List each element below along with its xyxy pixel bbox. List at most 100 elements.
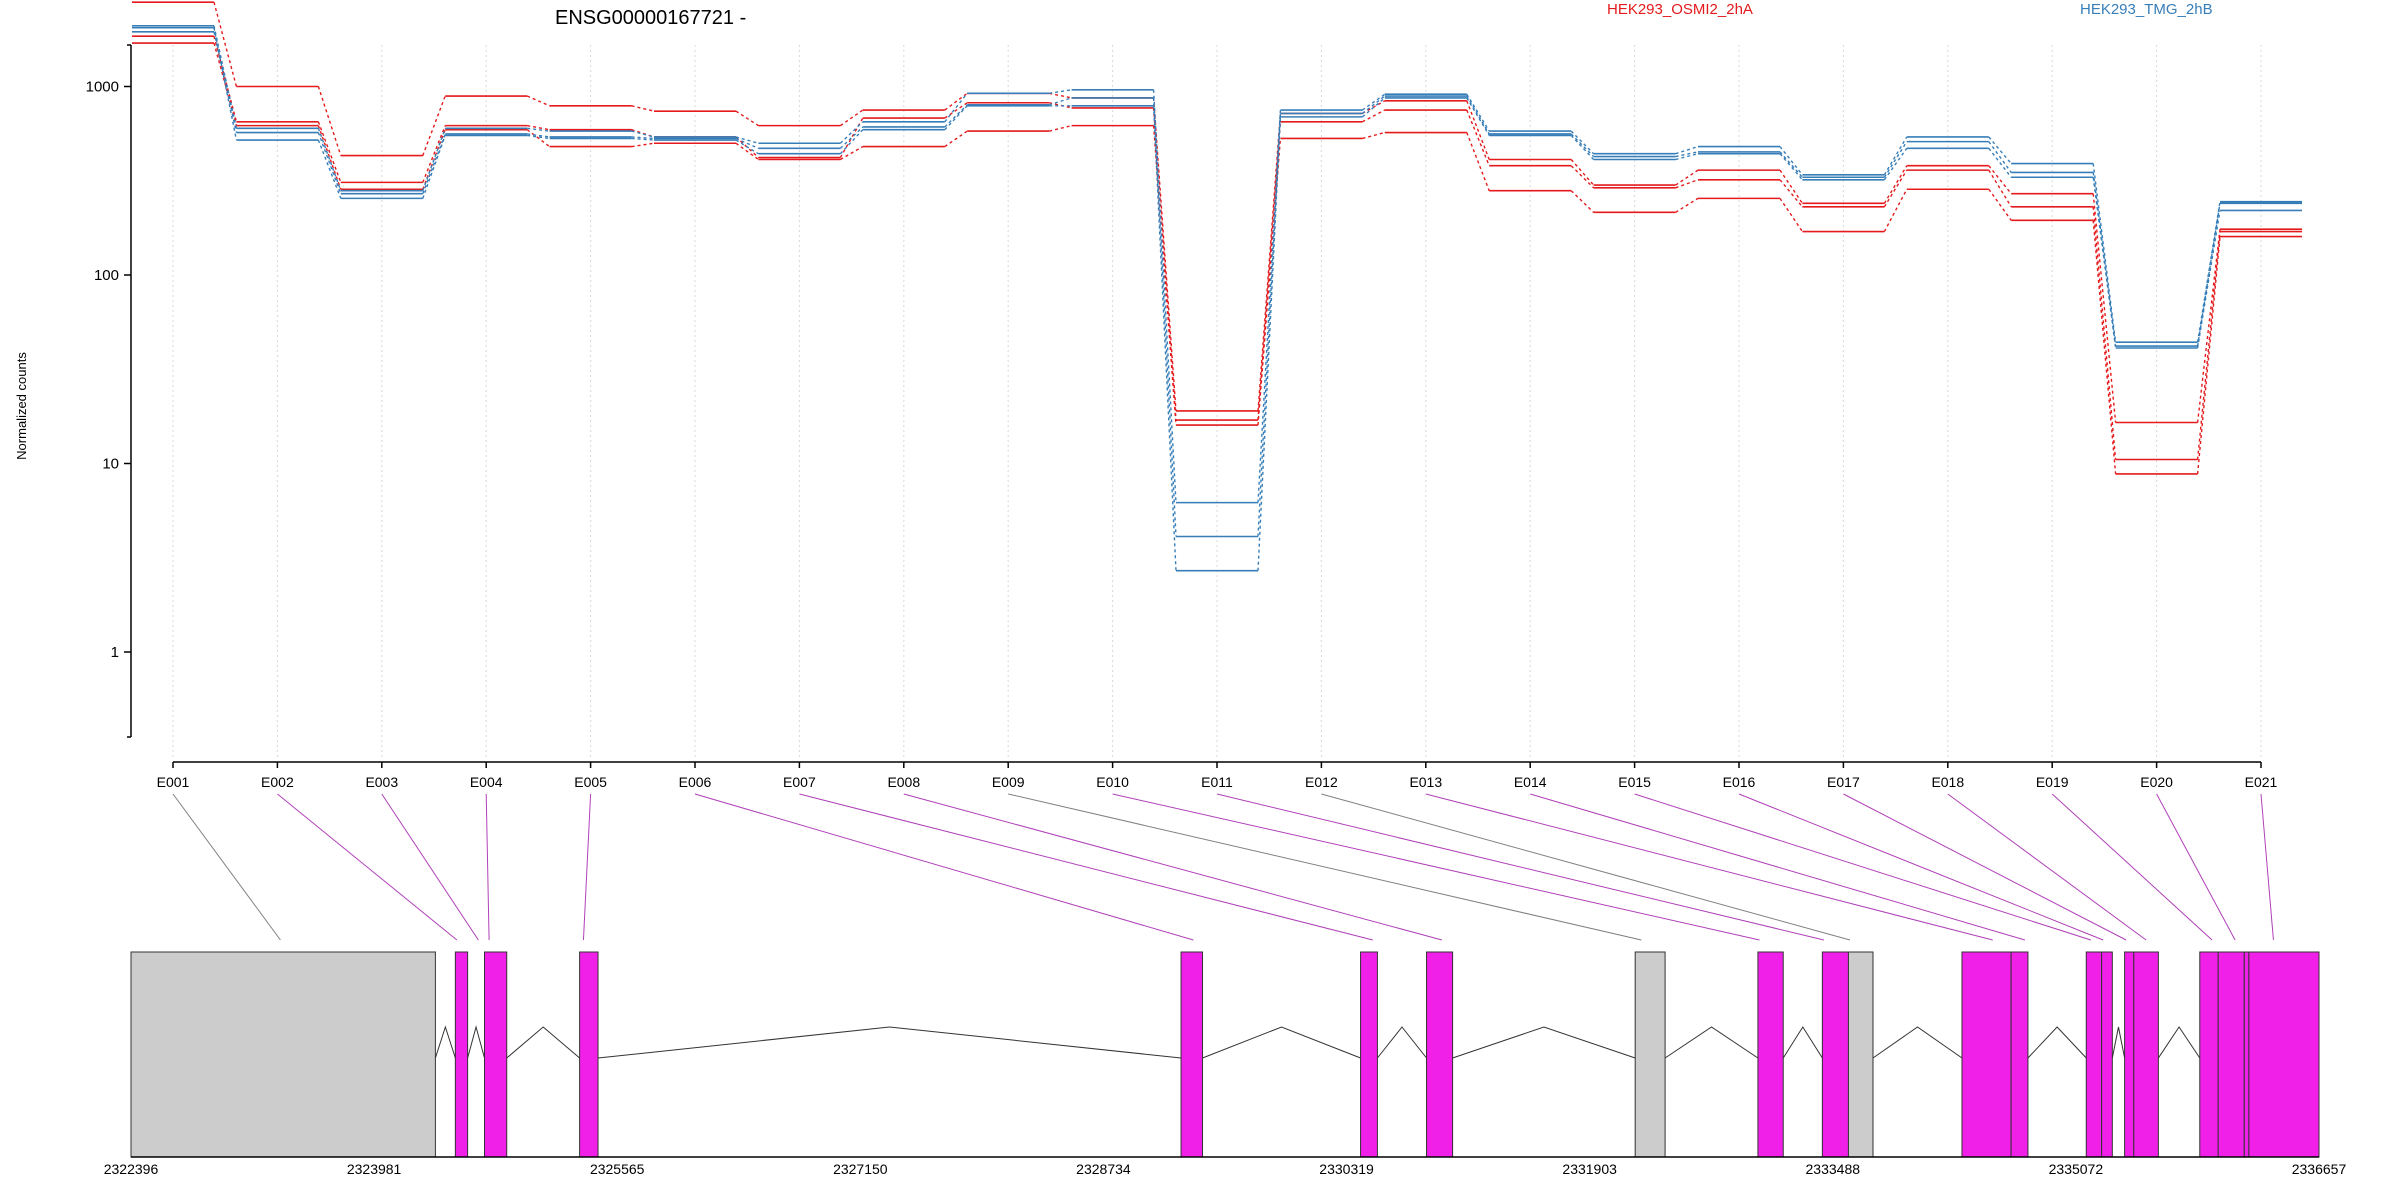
- intron-line: [1452, 1026, 1636, 1059]
- exon-block: [2199, 951, 2219, 1158]
- series-connector: [1257, 113, 1282, 537]
- series-connector: [631, 137, 655, 141]
- intron-line: [467, 1025, 485, 1059]
- genome-coordinate-label: 2325565: [590, 1161, 645, 1177]
- series-connector: [1466, 93, 1490, 132]
- exon-block: [1961, 951, 2012, 1158]
- series-connector: [2196, 236, 2221, 475]
- exon-connector-line: [1112, 793, 1760, 941]
- series-connector: [1257, 116, 1282, 571]
- series-connector: [839, 117, 864, 158]
- series-connector: [526, 95, 550, 107]
- series-connector: [1049, 92, 1072, 99]
- exon-block: [2243, 951, 2250, 1158]
- series-connector: [2092, 193, 2117, 423]
- exon-connector-line: [1843, 793, 2127, 941]
- exon-connector-line: [1947, 793, 2147, 941]
- series-connector: [527, 134, 550, 140]
- series-connector: [1466, 100, 1490, 160]
- series-connector: [735, 136, 759, 159]
- series-connector: [1466, 109, 1490, 166]
- y-tick-label: 100: [94, 267, 119, 284]
- series-HEK293_OSMI2_2hA: [132, 42, 2302, 475]
- x-tick-label: E008: [887, 774, 920, 790]
- series-connector: [1257, 113, 1282, 412]
- series-connector: [631, 105, 655, 112]
- exon-block: [483, 951, 508, 1158]
- series-connector: [1988, 147, 2012, 178]
- x-tick-label: E016: [1723, 774, 1756, 790]
- x-tick-label: E017: [1827, 774, 1860, 790]
- series-connector: [1152, 107, 1177, 421]
- series-connector: [1152, 125, 1177, 426]
- series-connector: [1779, 146, 1803, 176]
- series-connector: [1675, 179, 1699, 189]
- series-connector: [1152, 97, 1177, 537]
- series-connector: [1779, 197, 1803, 232]
- intron-line: [1377, 1026, 1427, 1059]
- series-HEK293_TMG_2hB: [132, 24, 2302, 504]
- exon-block: [1847, 951, 1874, 1158]
- x-tick-label: E006: [679, 774, 712, 790]
- intron-line: [1664, 1026, 1759, 1059]
- series-connector: [631, 130, 655, 138]
- x-tick-label: E010: [1096, 774, 1129, 790]
- intron-line: [597, 1026, 1182, 1059]
- series-connector: [317, 121, 342, 183]
- series-connector: [1988, 141, 2012, 173]
- series-connector: [1048, 97, 1072, 106]
- x-tick-label: E011: [1201, 774, 1233, 790]
- x-tick-label: E004: [470, 774, 503, 790]
- genome-coordinate-label: 2333488: [1806, 1161, 1861, 1177]
- x-tick-label: E015: [1618, 774, 1651, 790]
- exon-block: [1821, 951, 1849, 1158]
- y-axis-label: Normalized counts: [14, 352, 29, 460]
- series-connector: [422, 128, 446, 191]
- x-tick-label: E021: [2245, 774, 2278, 790]
- x-tick-label: E003: [365, 774, 398, 790]
- exon-block: [1634, 951, 1666, 1158]
- series-connector: [422, 125, 446, 183]
- series-connector: [735, 137, 759, 149]
- series-connector: [527, 133, 550, 138]
- series-connector: [1570, 130, 1595, 155]
- exon-connector-line: [2051, 793, 2213, 941]
- intron-line: [434, 1025, 456, 1059]
- intron-line: [2111, 1026, 2126, 1059]
- series-connector: [422, 95, 446, 156]
- genome-coordinate-label: 2322396: [104, 1161, 159, 1177]
- series-connector: [840, 109, 864, 127]
- x-tick-label: E002: [261, 774, 294, 790]
- series-connector: [1361, 93, 1386, 111]
- intron-line: [1872, 1026, 1963, 1059]
- series-connector: [1466, 95, 1490, 135]
- exon-block: [454, 951, 469, 1158]
- exon-connector-line: [1321, 793, 1851, 941]
- series-connector: [317, 132, 342, 194]
- series-connector: [422, 135, 446, 199]
- series-connector: [1675, 151, 1699, 158]
- series-connector: [735, 142, 759, 161]
- series-connector: [1049, 102, 1072, 109]
- series-connector: [422, 133, 446, 194]
- series-connector: [317, 125, 342, 190]
- series-connector: [1675, 197, 1699, 213]
- series-connector: [1883, 147, 1908, 181]
- series-connector: [1466, 97, 1490, 136]
- exon-block: [130, 951, 436, 1158]
- exon-block: [2133, 951, 2159, 1158]
- series-connector: [944, 105, 968, 131]
- series-connector: [1883, 141, 1908, 178]
- series-connector: [422, 129, 446, 190]
- exon-connector-line: [1634, 793, 2092, 941]
- x-tick-label: E018: [1931, 774, 1964, 790]
- gene-model: 2322396 2323981 2325565 2327150 2328734 23303…: [104, 951, 2346, 1177]
- series-connector: [1675, 169, 1699, 186]
- series-connector: [213, 27, 238, 141]
- exon-connector-line: [277, 793, 458, 941]
- exon-block: [1757, 951, 1784, 1158]
- series-connector: [1570, 133, 1595, 158]
- exon-block: [1426, 951, 1454, 1158]
- series-connector: [1362, 109, 1386, 123]
- series-connector: [2092, 172, 2117, 347]
